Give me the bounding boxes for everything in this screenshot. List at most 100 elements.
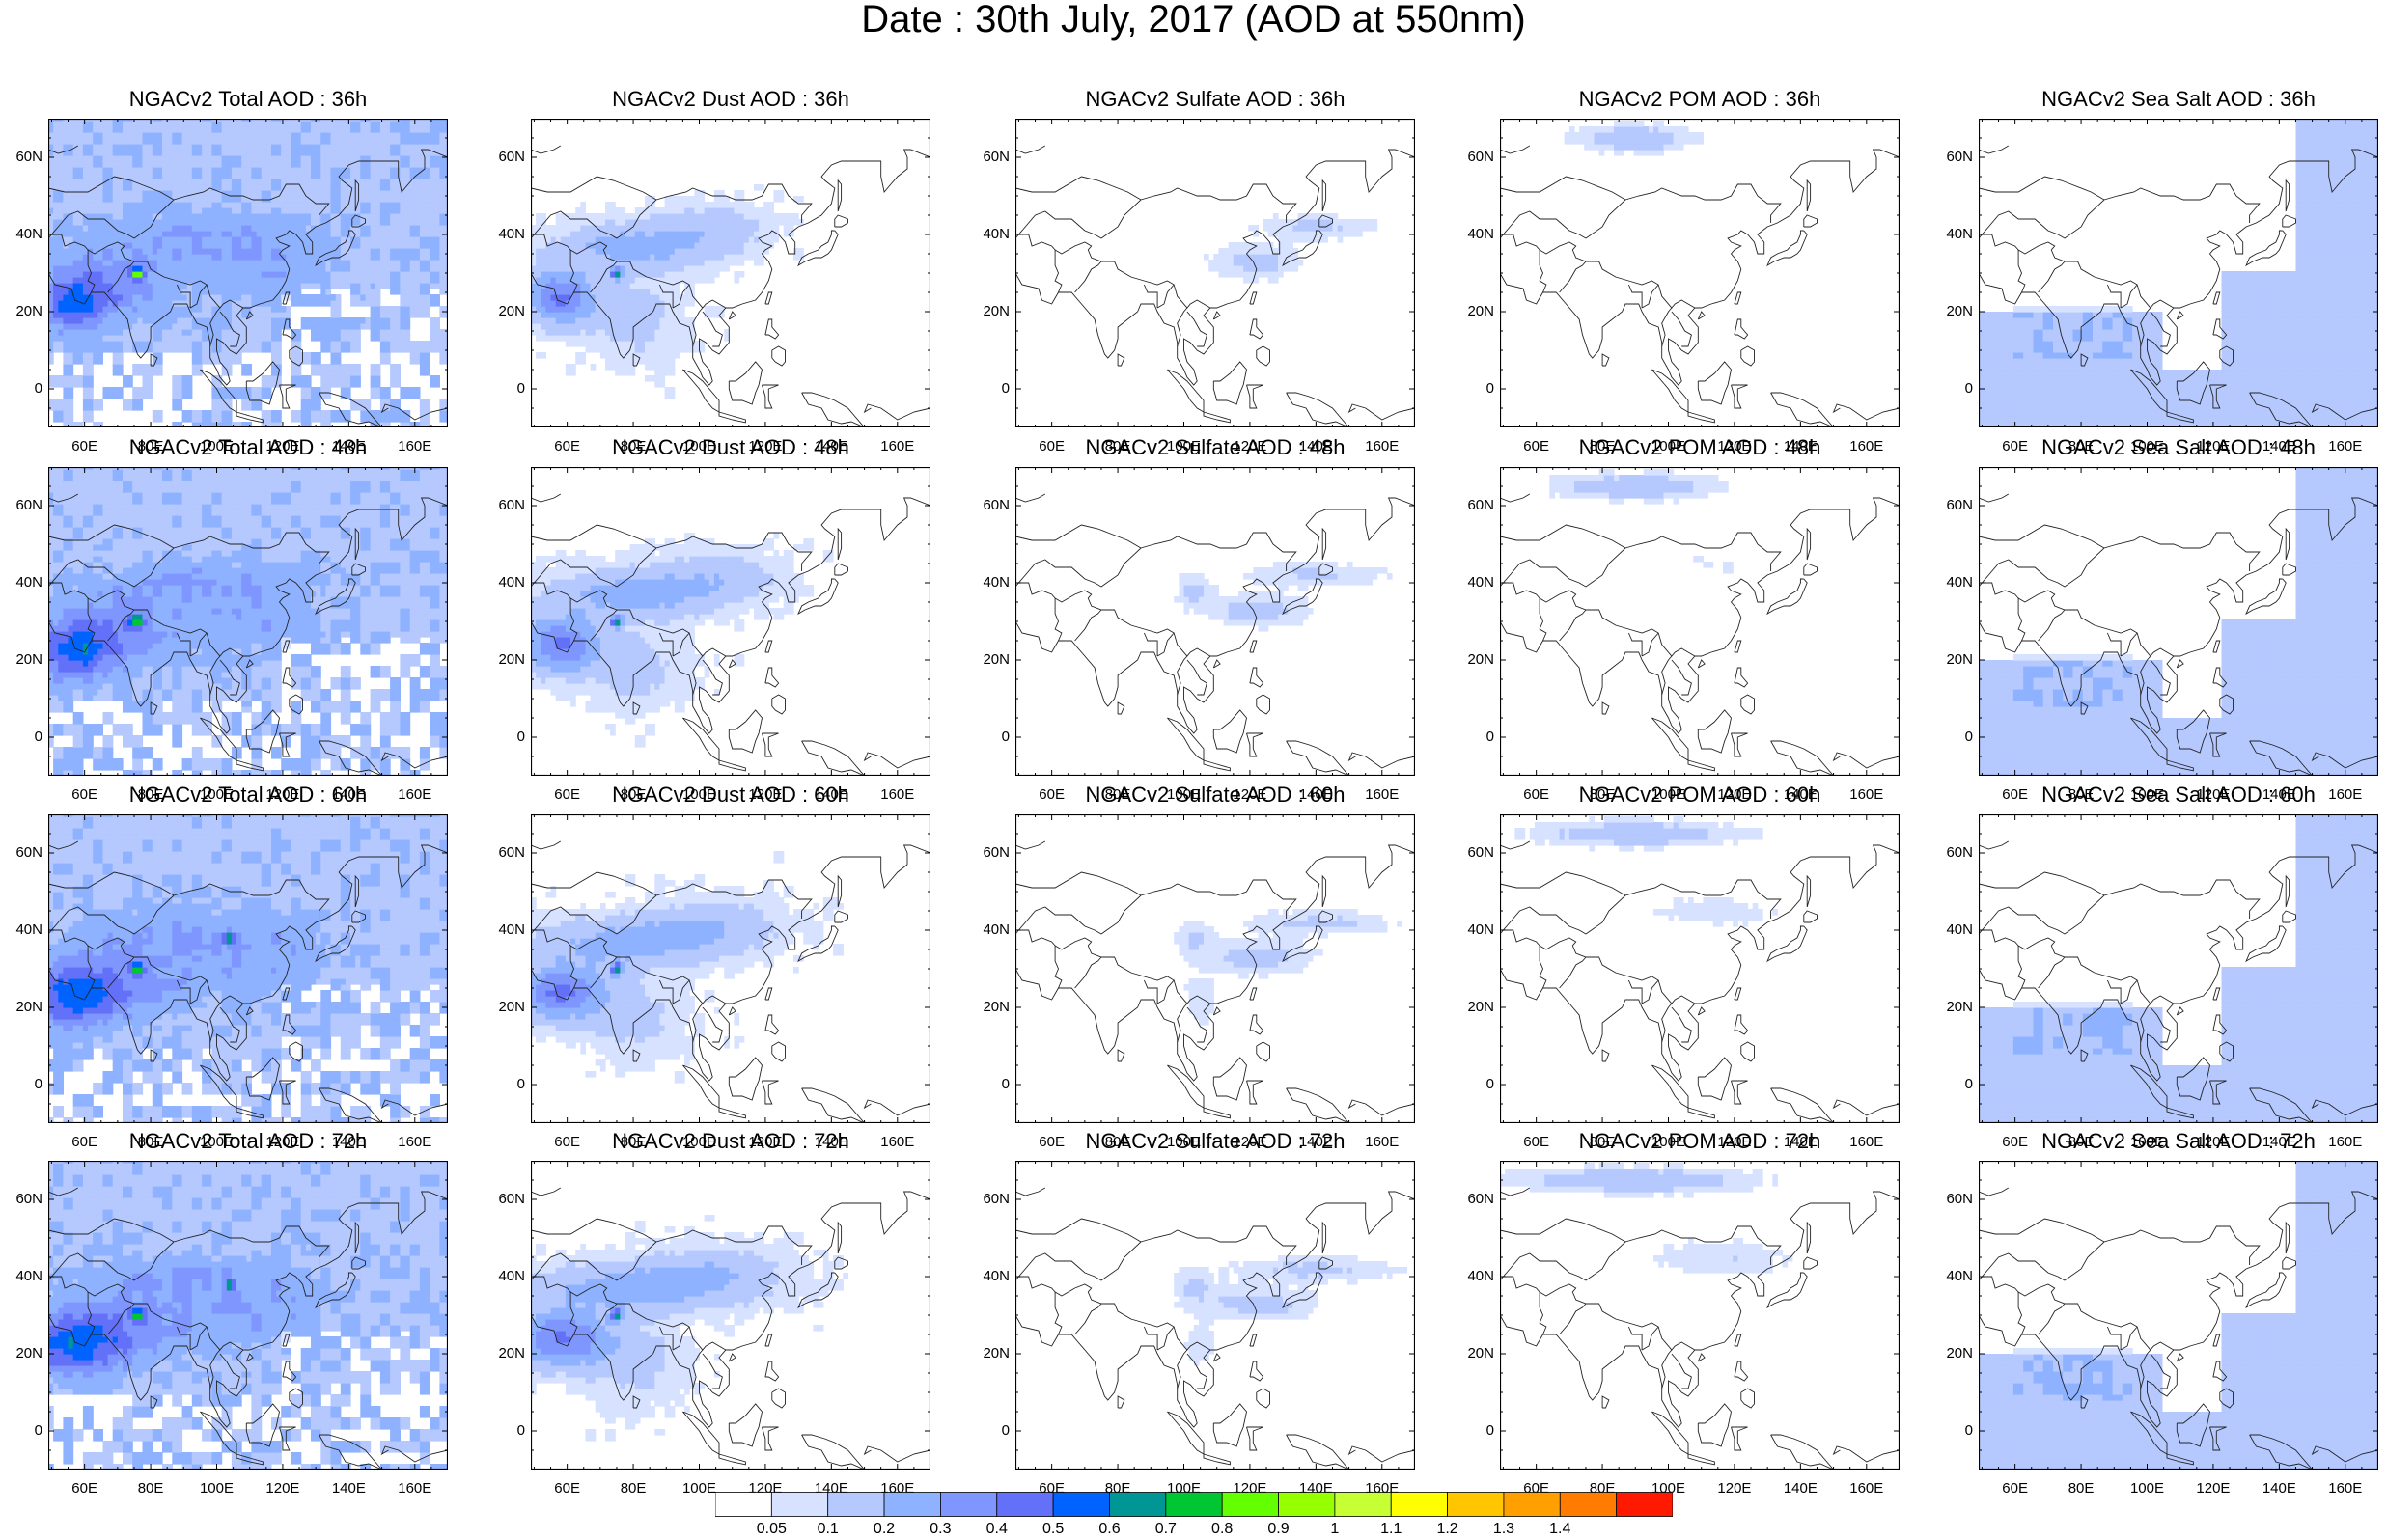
panel-title: NGACv2 Dust AOD : 48h <box>489 435 972 460</box>
coastlines <box>1500 1187 1900 1470</box>
lon-label: 80E <box>126 1481 175 1497</box>
coastlines <box>1979 840 2378 1123</box>
aod-shading <box>531 1215 848 1442</box>
aod-map <box>48 119 448 427</box>
lon-label: 80E <box>1094 439 1142 454</box>
aod-map <box>531 814 930 1123</box>
lon-label: 60E <box>1991 1135 2040 1150</box>
lon-label: 100E <box>2123 439 2171 454</box>
lat-label: 40N <box>1456 922 1494 938</box>
lon-label: 80E <box>609 1135 657 1150</box>
lon-label: 100E <box>2123 1135 2171 1150</box>
lat-label: 60N <box>971 498 1010 513</box>
lon-label: 80E <box>2057 1481 2105 1497</box>
lat-label: 20N <box>971 652 1010 668</box>
lat-label: 40N <box>4 575 42 591</box>
lon-label: 120E <box>1710 1135 1759 1150</box>
panel-title: NGACv2 Total AOD : 48h <box>7 435 489 460</box>
lon-label: 100E <box>1644 1135 1692 1150</box>
map-canvas <box>1015 467 1415 776</box>
lon-label: 120E <box>741 1135 790 1150</box>
lon-label: 80E <box>1578 1135 1626 1150</box>
map-canvas <box>48 814 448 1123</box>
lon-label: 120E <box>741 787 790 803</box>
aod-map <box>1500 814 1900 1123</box>
aod-shading <box>48 467 448 776</box>
lat-label: 20N <box>1934 1346 1973 1361</box>
lat-label: 40N <box>1934 922 1973 938</box>
lat-label: 40N <box>486 575 525 591</box>
colorbar-label: 0.2 <box>860 1521 908 1538</box>
lat-label: 20N <box>1456 1000 1494 1015</box>
lon-label: 160E <box>874 787 922 803</box>
lon-label: 140E <box>1291 787 1340 803</box>
lat-label: 40N <box>971 575 1010 591</box>
colorbar-swatch <box>1390 1492 1448 1517</box>
lat-label: 0 <box>486 1423 525 1439</box>
coastlines <box>48 1187 448 1470</box>
lat-label: 60N <box>1456 845 1494 861</box>
lon-label: 60E <box>1028 787 1076 803</box>
lat-label: 60N <box>486 150 525 165</box>
map-panel-seasalt-3: NGACv2 Sea Salt AOD : 72h 60N 40N 20N 0 60E 80… <box>1946 1129 2378 1501</box>
coastlines <box>1015 1187 1415 1470</box>
lat-label: 20N <box>971 1000 1010 1015</box>
lon-label: 160E <box>1843 439 1891 454</box>
colorbar-label: 0.9 <box>1255 1521 1303 1538</box>
lat-label: 0 <box>1934 381 1973 397</box>
aod-map <box>1979 467 2378 776</box>
lon-label: 80E <box>1578 787 1626 803</box>
colorbar-swatch <box>1109 1492 1167 1517</box>
coastlines <box>1979 145 2378 427</box>
lat-label: 60N <box>4 845 42 861</box>
map-panel-sulfate-3: NGACv2 Sulfate AOD : 72h 60N 40N 20N 0 60E 80E… <box>983 1129 1415 1501</box>
coastlines <box>1979 493 2378 776</box>
lat-label: 60N <box>971 1192 1010 1207</box>
colorbar-swatch <box>1165 1492 1223 1517</box>
lon-label: 120E <box>1226 787 1274 803</box>
lon-label: 140E <box>1776 1135 1824 1150</box>
lat-label: 60N <box>1934 498 1973 513</box>
panel-title: NGACv2 Sulfate AOD : 36h <box>974 87 1457 112</box>
lat-label: 60N <box>1456 150 1494 165</box>
lon-label: 80E <box>2057 1135 2105 1150</box>
lon-label: 60E <box>1513 787 1561 803</box>
aod-shading <box>531 533 834 748</box>
lon-label: 60E <box>61 787 109 803</box>
lat-label: 20N <box>486 304 525 319</box>
coastlines <box>531 493 930 776</box>
map-panel-seasalt-1: NGACv2 Sea Salt AOD : 48h 60N 40N 20N 0 60E 80… <box>1946 435 2378 808</box>
colorbar-swatch <box>1503 1492 1561 1517</box>
aod-map <box>48 467 448 776</box>
map-canvas <box>1015 814 1415 1123</box>
map-canvas <box>1979 467 2378 776</box>
lon-label: 100E <box>1644 787 1692 803</box>
lon-label: 60E <box>1513 439 1561 454</box>
lat-label: 40N <box>1456 575 1494 591</box>
lon-label: 160E <box>391 1481 439 1497</box>
lon-label: 140E <box>324 1135 373 1150</box>
aod-shading <box>1979 814 2378 1123</box>
lon-label: 120E <box>2189 439 2237 454</box>
aod-map <box>1015 467 1415 776</box>
lat-label: 60N <box>486 498 525 513</box>
map-canvas <box>1500 467 1900 776</box>
coastlines <box>1015 840 1415 1123</box>
lat-label: 60N <box>4 1192 42 1207</box>
lat-label: 20N <box>1456 304 1494 319</box>
lat-label: 60N <box>1934 1192 1973 1207</box>
lon-label: 60E <box>1028 439 1076 454</box>
lon-label: 80E <box>2057 787 2105 803</box>
lon-label: 60E <box>543 1135 592 1150</box>
lon-label: 80E <box>126 787 175 803</box>
panel-title: NGACv2 Sea Salt AOD : 48h <box>1937 435 2387 460</box>
panel-title: NGACv2 Sea Salt AOD : 36h <box>1937 87 2387 112</box>
lon-label: 160E <box>2321 1135 2370 1150</box>
lon-label: 80E <box>1094 1135 1142 1150</box>
lat-label: 0 <box>1456 729 1494 745</box>
lon-label: 100E <box>192 1135 240 1150</box>
map-panel-dust-2: NGACv2 Dust AOD : 60h 60N 40N 20N 0 60E 80E 100… <box>498 783 930 1155</box>
lat-label: 40N <box>1934 575 1973 591</box>
map-canvas <box>1015 1161 1415 1470</box>
panel-title: NGACv2 Sea Salt AOD : 60h <box>1937 783 2387 808</box>
